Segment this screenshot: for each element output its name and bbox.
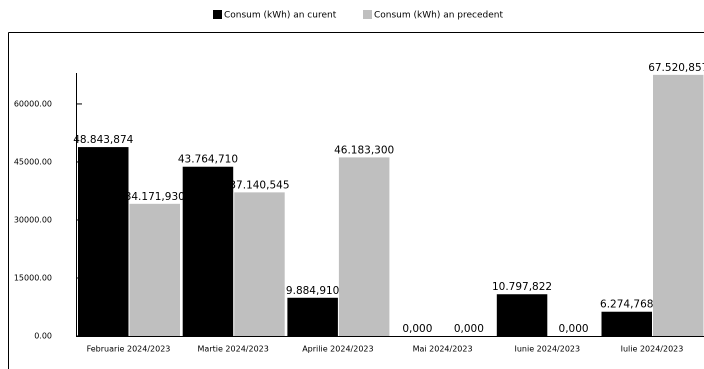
legend-label: Consum (kWh) an curent [224, 11, 337, 21]
x-tick-label: Mai 2024/2023 [413, 345, 473, 354]
bar [234, 192, 285, 336]
value-label: 34.171,930 [125, 191, 185, 203]
bar [129, 203, 180, 336]
value-label: 46.183,300 [334, 144, 394, 156]
value-label: 43.764,710 [178, 154, 238, 166]
value-label: 48.843,874 [73, 134, 133, 146]
x-tick-label: Martie 2024/2023 [198, 345, 269, 354]
bar [496, 294, 548, 336]
legend-label: Consum (kWh) an precedent [374, 11, 503, 21]
y-tick-label: 0.00 [34, 332, 52, 341]
value-label: 6.274,768 [600, 299, 653, 311]
bar [78, 147, 129, 336]
y-tick-label: 60000.00 [14, 99, 52, 108]
y-tick-label: 45000.00 [14, 157, 52, 166]
value-label: 37.140,545 [229, 179, 289, 191]
legend-swatch [213, 10, 222, 19]
x-tick-label: Iulie 2024/2023 [621, 345, 684, 354]
x-tick-label: Iunie 2024/2023 [514, 345, 580, 354]
bar [182, 166, 234, 336]
bar [287, 297, 338, 336]
value-label: 0,000 [454, 323, 484, 335]
value-label: 0,000 [402, 323, 432, 335]
legend-swatch [363, 10, 372, 19]
x-tick-label: Februarie 2024/2023 [87, 345, 171, 354]
value-label: 9.884,910 [286, 285, 339, 297]
y-tick-label: 15000.00 [14, 273, 52, 282]
value-label: 10.797,822 [492, 281, 552, 293]
bar [601, 311, 652, 336]
bar [653, 74, 704, 337]
value-label: 67.520,857 [648, 62, 704, 74]
value-label: 0,000 [559, 323, 589, 335]
bar [338, 157, 390, 336]
y-tick-label: 30000.00 [14, 215, 52, 224]
x-tick-label: Aprilie 2024/2023 [302, 345, 373, 354]
